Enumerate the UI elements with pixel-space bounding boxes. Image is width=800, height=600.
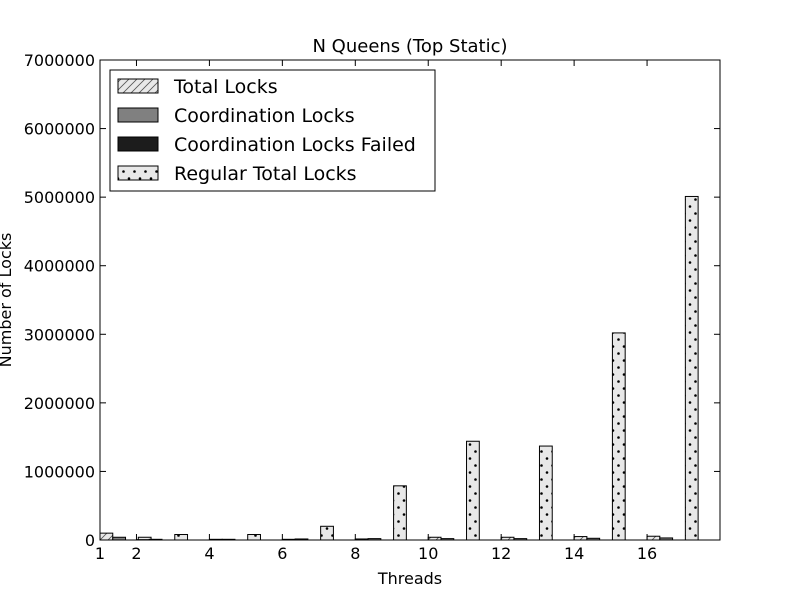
x-axis: 1 2 4 6 8 10 12 14 16	[95, 60, 657, 563]
legend-swatch-total-locks	[117, 78, 159, 94]
bar-regular-total-locks-12	[538, 445, 553, 541]
legend-label-total-locks: Total Locks	[173, 76, 278, 98]
bar-regular-total-locks-6	[320, 525, 334, 541]
x-axis-label: Threads	[377, 569, 442, 588]
legend-label-coordination-locks-failed: Coordination Locks Failed	[174, 134, 416, 156]
x-tick-label: 4	[204, 544, 214, 563]
bar-regular-total-locks-8	[393, 485, 407, 541]
x-tick-label: 16	[637, 544, 657, 563]
bar-regular-total-locks-2	[174, 534, 189, 541]
y-tick-label: 2000000	[24, 394, 95, 413]
y-axis: 0 1000000 2000000 3000000 4000000 5000000 6000…	[24, 51, 720, 550]
y-tick-label: 4000000	[24, 257, 95, 276]
x-tick-label: 1	[95, 544, 105, 563]
bar-regular-total-locks-4	[247, 534, 261, 541]
y-tick-label: 0	[85, 531, 95, 550]
x-tick-label: 8	[350, 544, 360, 563]
plot-area-frame	[99, 59, 721, 541]
bar-regular-total-locks-14	[611, 332, 626, 541]
legend-box	[109, 69, 436, 192]
y-tick-label: 1000000	[24, 462, 95, 481]
x-tick-label: 12	[491, 544, 511, 563]
bar-regular-total-locks-16	[684, 195, 699, 541]
y-tick-label: 5000000	[24, 188, 95, 207]
bars-group	[99, 195, 699, 541]
legend-swatch-coordination-locks	[117, 107, 159, 123]
y-tick-label: 7000000	[24, 51, 95, 70]
chart-title: N Queens (Top Static)	[312, 36, 507, 57]
bar-regular-total-locks-10	[466, 440, 480, 541]
legend-label-coordination-locks: Coordination Locks	[174, 105, 355, 127]
x-tick-label: 6	[277, 544, 287, 563]
y-axis-label: Number of Locks	[0, 233, 15, 368]
legend-swatch-coordination-locks-failed	[117, 136, 159, 152]
legend-label-regular-total-locks: Regular Total Locks	[174, 163, 357, 185]
bar-total-locks-14	[573, 536, 588, 541]
bar-total-locks-1	[99, 532, 114, 541]
legend-swatch-regular-total-locks	[117, 165, 159, 181]
x-tick-label: 10	[418, 544, 438, 563]
x-tick-label: 2	[131, 544, 141, 563]
legend: Total Locks Coordination Locks Coordinatio…	[109, 69, 436, 192]
y-tick-label: 3000000	[24, 325, 95, 344]
x-tick-label: 14	[564, 544, 584, 563]
bar-total-locks-16	[646, 535, 661, 541]
y-tick-label: 6000000	[24, 120, 95, 139]
